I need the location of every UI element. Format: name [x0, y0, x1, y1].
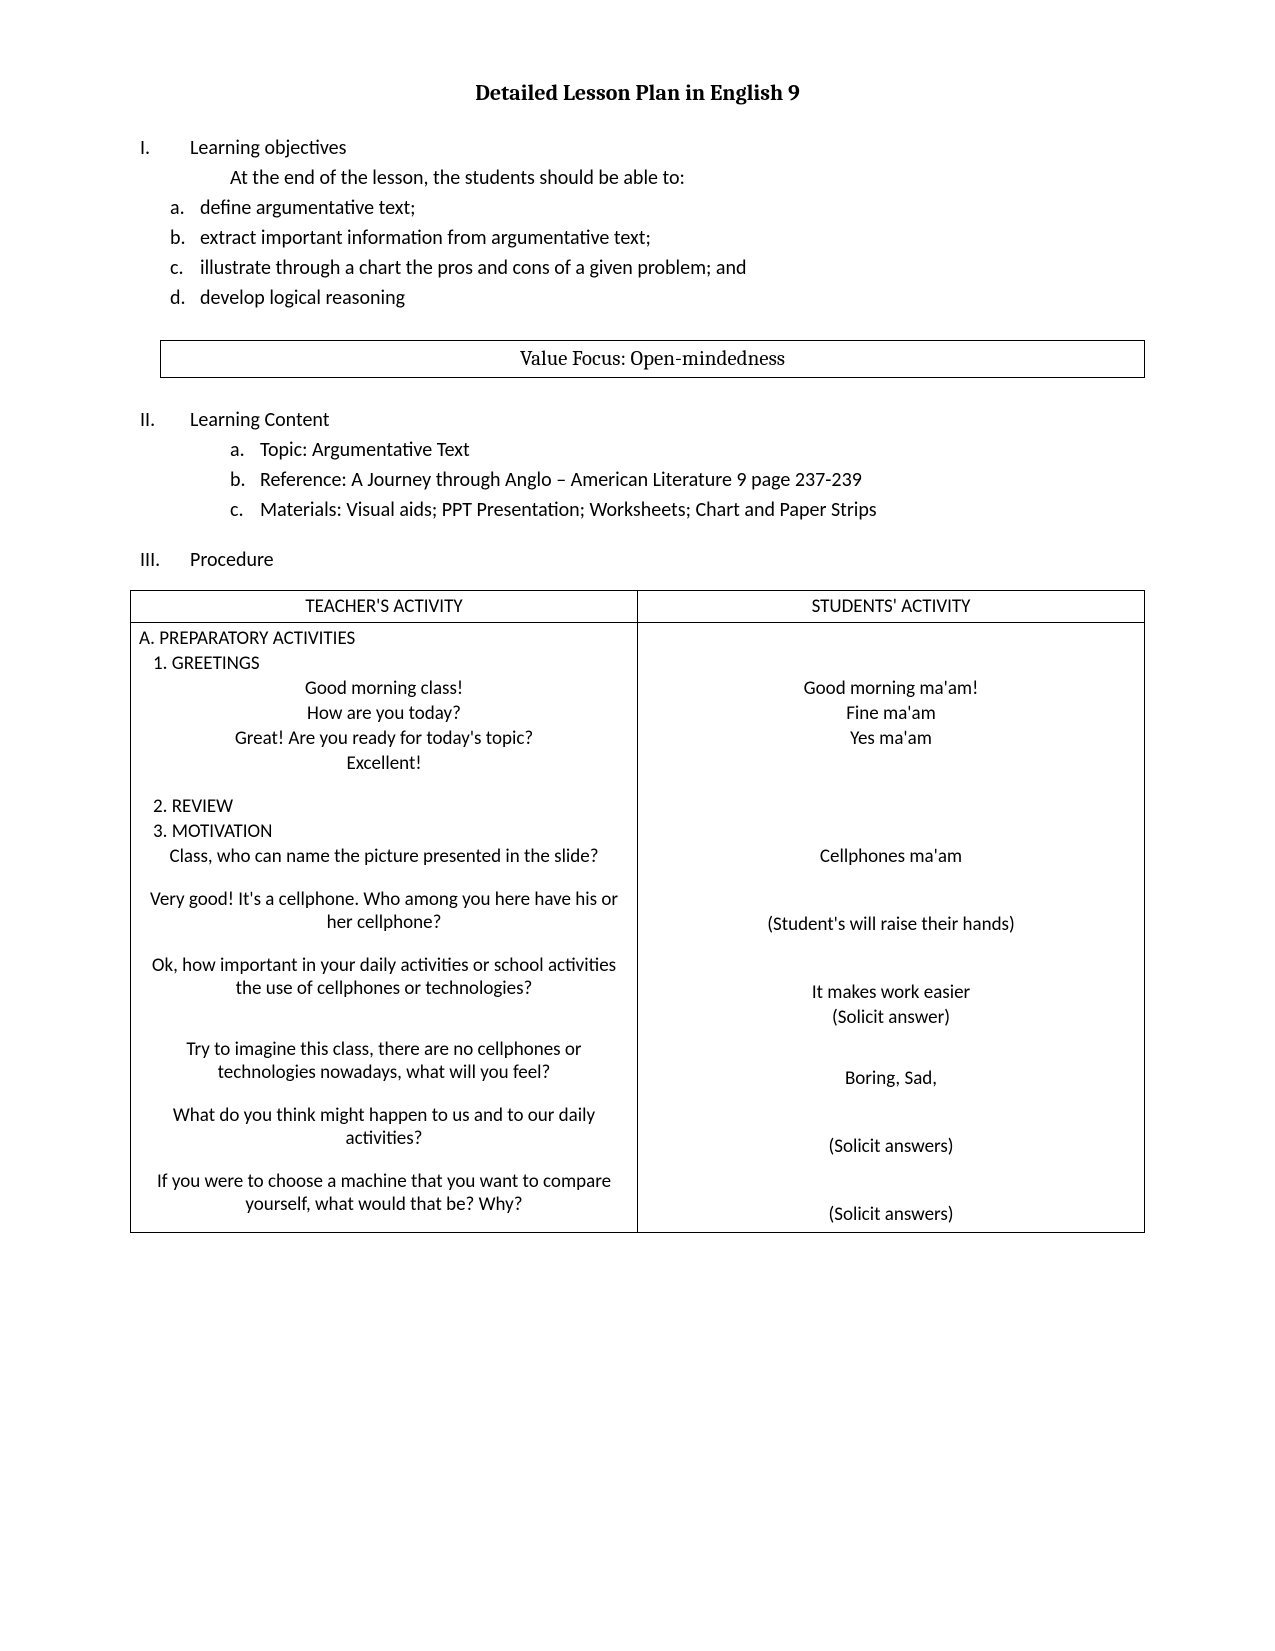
section-2-heading: II. Learning Content: [130, 408, 1145, 432]
content-letter: a.: [230, 438, 260, 462]
objective-text: develop logical reasoning: [200, 286, 405, 310]
student-line: It makes work easier: [646, 981, 1136, 1004]
objective-item: d. develop logical reasoning: [170, 286, 1145, 310]
teacher-line: Class, who can name the picture presente…: [139, 845, 629, 868]
section-3-text: Procedure: [190, 548, 274, 572]
teacher-line: Very good! It's a cellphone. Who among y…: [139, 888, 629, 934]
greetings-heading: 1. GREETINGS: [139, 652, 629, 675]
content-text: Topic: Argumentative Text: [260, 438, 470, 462]
teacher-line: If you were to choose a machine that you…: [139, 1170, 629, 1216]
teacher-line: Ok, how important in your daily activiti…: [139, 954, 629, 1000]
student-header: STUDENTS' ACTIVITY: [638, 591, 1145, 623]
section-1-text: Learning objectives: [190, 136, 346, 160]
objective-letter: b.: [170, 226, 200, 250]
student-line: Yes ma'am: [646, 727, 1136, 750]
content-letter: c.: [230, 498, 260, 522]
procedure-table: TEACHER'S ACTIVITY STUDENTS' ACTIVITY A.…: [130, 590, 1145, 1233]
teacher-line: Great! Are you ready for today's topic?: [139, 727, 629, 750]
objective-item: b. extract important information from ar…: [170, 226, 1145, 250]
objective-item: a. define argumentative text;: [170, 196, 1145, 220]
objective-text: illustrate through a chart the pros and …: [200, 256, 747, 280]
student-line: (Solicit answers): [646, 1135, 1136, 1158]
section-2-num: II.: [130, 408, 190, 432]
value-focus-box: Value Focus: Open-mindedness: [160, 340, 1145, 378]
student-line: Boring, Sad,: [646, 1067, 1136, 1090]
student-line: (Solicit answer): [646, 1006, 1136, 1029]
objective-letter: a.: [170, 196, 200, 220]
student-line: Good morning ma'am!: [646, 677, 1136, 700]
teacher-line: Try to imagine this class, there are no …: [139, 1038, 629, 1084]
student-line: (Solicit answers): [646, 1203, 1136, 1226]
student-line: [646, 752, 1136, 775]
content-item: c. Materials: Visual aids; PPT Presentat…: [230, 498, 1145, 522]
objective-letter: d.: [170, 286, 200, 310]
motivation-heading: 3. MOTIVATION: [139, 820, 629, 843]
teacher-header: TEACHER'S ACTIVITY: [131, 591, 638, 623]
teacher-line: What do you think might happen to us and…: [139, 1104, 629, 1150]
section-1-heading: I. Learning objectives: [130, 136, 1145, 160]
review-heading: 2. REVIEW: [139, 795, 629, 818]
table-row: A. PREPARATORY ACTIVITIES 1. GREETINGS G…: [131, 623, 1145, 1233]
objective-letter: c.: [170, 256, 200, 280]
section-3-num: III.: [130, 548, 190, 572]
section-3-heading: III. Procedure: [130, 548, 1145, 572]
prep-heading: A. PREPARATORY ACTIVITIES: [139, 627, 629, 650]
student-line: Fine ma'am: [646, 702, 1136, 725]
content-text: Materials: Visual aids; PPT Presentation…: [260, 498, 877, 522]
section-1-intro: At the end of the lesson, the students s…: [230, 166, 1145, 190]
teacher-line: How are you today?: [139, 702, 629, 725]
content-text: Reference: A Journey through Anglo – Ame…: [260, 468, 862, 492]
teacher-cell: A. PREPARATORY ACTIVITIES 1. GREETINGS G…: [131, 623, 638, 1233]
teacher-line: Excellent!: [139, 752, 629, 775]
student-line: (Student's will raise their hands): [646, 913, 1136, 936]
student-line: Cellphones ma'am: [646, 845, 1136, 868]
teacher-line: Good morning class!: [139, 677, 629, 700]
student-cell: Good morning ma'am! Fine ma'am Yes ma'am…: [638, 623, 1145, 1233]
page-title: Detailed Lesson Plan in English 9: [130, 80, 1145, 106]
section-2-text: Learning Content: [190, 408, 329, 432]
objective-text: extract important information from argum…: [200, 226, 651, 250]
content-item: b. Reference: A Journey through Anglo – …: [230, 468, 1145, 492]
objective-text: define argumentative text;: [200, 196, 416, 220]
content-letter: b.: [230, 468, 260, 492]
objective-item: c. illustrate through a chart the pros a…: [170, 256, 1145, 280]
section-1-num: I.: [130, 136, 190, 160]
content-item: a. Topic: Argumentative Text: [230, 438, 1145, 462]
table-header-row: TEACHER'S ACTIVITY STUDENTS' ACTIVITY: [131, 591, 1145, 623]
